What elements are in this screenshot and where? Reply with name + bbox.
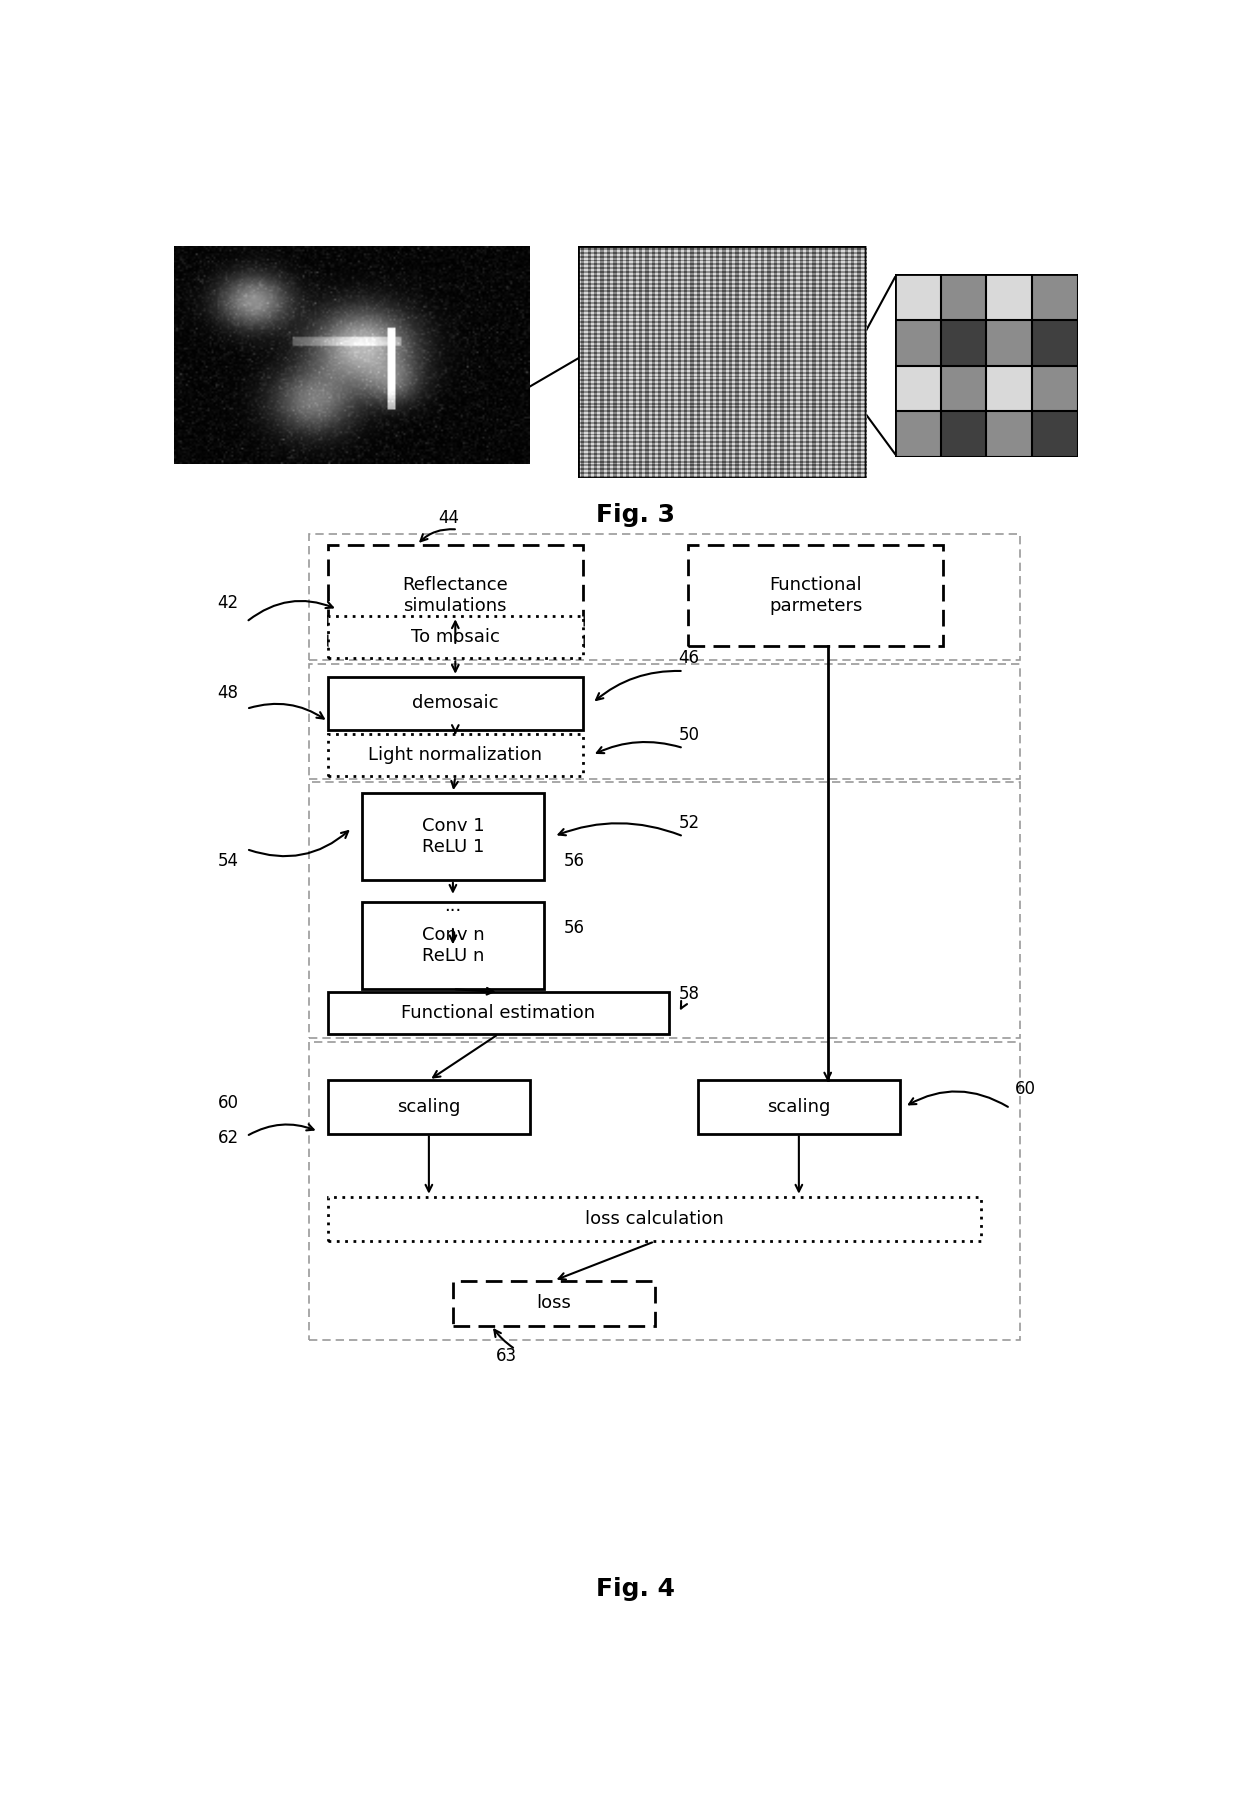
Text: 46: 46 <box>678 648 699 666</box>
Text: 60: 60 <box>217 1094 238 1112</box>
FancyArrowPatch shape <box>596 743 681 753</box>
Text: 60: 60 <box>1016 1081 1037 1097</box>
FancyArrowPatch shape <box>420 530 455 541</box>
FancyArrowPatch shape <box>558 823 681 835</box>
FancyArrowPatch shape <box>249 832 348 855</box>
FancyBboxPatch shape <box>327 733 583 775</box>
FancyBboxPatch shape <box>327 992 670 1034</box>
FancyArrowPatch shape <box>249 1125 314 1136</box>
FancyBboxPatch shape <box>327 677 583 730</box>
FancyBboxPatch shape <box>698 1081 900 1134</box>
Text: 62: 62 <box>217 1130 238 1147</box>
FancyBboxPatch shape <box>453 1281 655 1325</box>
Text: Reflectance
simulations: Reflectance simulations <box>403 575 508 615</box>
Text: 52: 52 <box>678 814 699 832</box>
FancyArrowPatch shape <box>596 672 681 701</box>
FancyArrowPatch shape <box>909 1092 1008 1107</box>
Text: loss calculation: loss calculation <box>585 1210 724 1228</box>
FancyBboxPatch shape <box>327 1081 529 1134</box>
Text: 54: 54 <box>217 852 238 870</box>
FancyBboxPatch shape <box>327 1196 982 1241</box>
Text: demosaic: demosaic <box>412 693 498 712</box>
Text: Light normalization: Light normalization <box>368 746 542 764</box>
FancyBboxPatch shape <box>327 617 583 659</box>
Text: Functional
parmeters: Functional parmeters <box>769 575 862 615</box>
Text: loss: loss <box>537 1294 572 1312</box>
Text: Conv n
ReLU n: Conv n ReLU n <box>422 926 485 965</box>
Text: scaling: scaling <box>397 1097 460 1116</box>
Text: To mosaic: To mosaic <box>410 628 500 646</box>
FancyBboxPatch shape <box>362 794 544 879</box>
Text: 42: 42 <box>217 593 238 612</box>
Text: Fig. 3: Fig. 3 <box>596 504 675 528</box>
Text: Functional estimation: Functional estimation <box>402 1005 595 1023</box>
FancyArrowPatch shape <box>681 1001 687 1008</box>
FancyArrowPatch shape <box>495 1330 513 1349</box>
Text: 56: 56 <box>563 919 584 937</box>
Text: scaling: scaling <box>768 1097 831 1116</box>
FancyBboxPatch shape <box>688 544 944 646</box>
Text: ···: ··· <box>444 901 461 919</box>
FancyBboxPatch shape <box>362 903 544 990</box>
Text: 58: 58 <box>678 985 699 1003</box>
FancyBboxPatch shape <box>327 544 583 646</box>
Text: Conv 1
ReLU 1: Conv 1 ReLU 1 <box>422 817 485 855</box>
Text: 63: 63 <box>496 1347 517 1365</box>
Text: 50: 50 <box>678 726 699 744</box>
Text: 48: 48 <box>217 684 238 703</box>
Text: 44: 44 <box>439 508 460 526</box>
Text: Fig. 4: Fig. 4 <box>596 1576 675 1602</box>
FancyArrowPatch shape <box>249 704 324 719</box>
FancyArrowPatch shape <box>248 601 332 621</box>
Text: 56: 56 <box>563 852 584 870</box>
